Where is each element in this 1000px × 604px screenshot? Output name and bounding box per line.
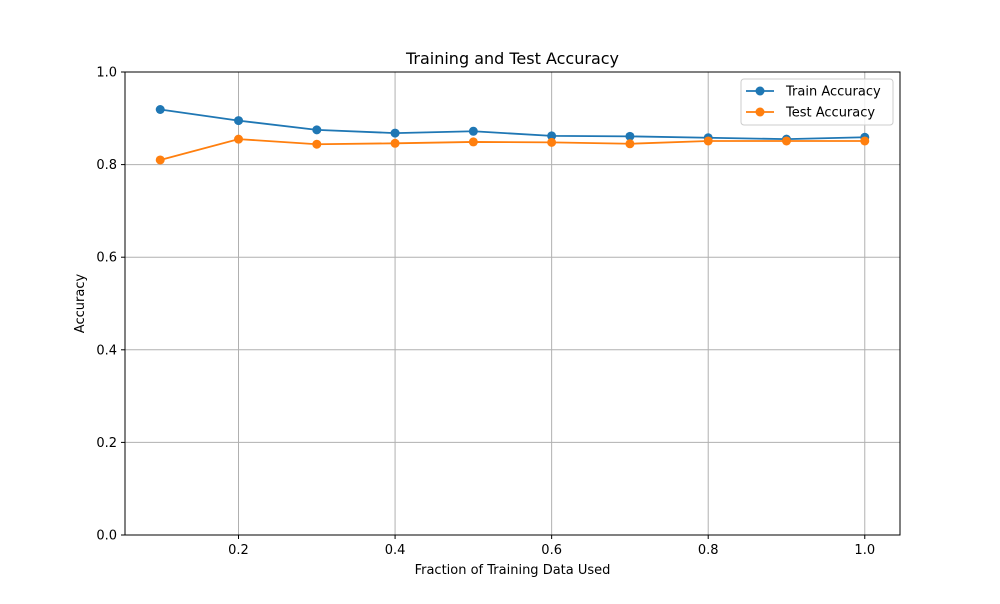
x-tick-label: 0.8 (698, 543, 719, 558)
y-tick-label: 0.2 (96, 436, 117, 451)
test-accuracy-point (781, 136, 791, 146)
ticks: 0.2 0.4 0.6 0.8 1.0 0.0 0.2 0.4 0.6 0.8 1.0 (96, 66, 875, 559)
train-accuracy-point (312, 125, 322, 135)
test-accuracy-point (547, 137, 557, 147)
legend-train-accuracy-label: Train Accuracy (785, 85, 881, 100)
plot-frame (124, 71, 901, 536)
y-tick-label: 1.0 (96, 66, 117, 81)
y-axis-label: Accuracy (73, 274, 88, 334)
x-tick-label: 0.6 (541, 543, 562, 558)
train-accuracy-point (468, 126, 478, 136)
test-accuracy-point (468, 137, 478, 147)
train-accuracy-point (155, 105, 165, 115)
y-tick-label: 0.8 (96, 158, 117, 173)
x-tick-label: 0.2 (228, 543, 249, 558)
legend-train-accuracy-marker (755, 86, 765, 96)
x-tick-label: 1.0 (854, 543, 875, 558)
test-accuracy-line (159, 138, 865, 161)
test-accuracy-point (860, 136, 870, 146)
x-tick-label: 0.4 (385, 543, 406, 558)
train-accuracy-point (234, 116, 244, 126)
legend-box (740, 78, 894, 126)
test-accuracy-point (155, 155, 165, 165)
chart-title: Training and Test Accuracy (405, 49, 619, 68)
test-accuracy-point (312, 139, 322, 149)
test-accuracy-point (234, 134, 244, 144)
train-accuracy-line (160, 108, 865, 141)
test-accuracy-point (703, 136, 713, 146)
train-accuracy-point (547, 131, 557, 141)
legend: Train Accuracy Test Accuracy (740, 78, 894, 126)
series-layer (155, 105, 870, 165)
train-accuracy-point (625, 131, 635, 141)
test-accuracy-point (390, 138, 400, 148)
legend-test-accuracy-label: Test Accuracy (785, 106, 875, 121)
y-tick-label: 0.6 (96, 251, 117, 266)
y-tick-label: 0.4 (96, 343, 117, 358)
y-tick-label: 0.0 (96, 529, 117, 544)
test-accuracy-point (625, 139, 635, 149)
legend-test-accuracy-marker (755, 107, 765, 117)
x-axis-label: Fraction of Training Data Used (415, 563, 611, 578)
train-accuracy-point (390, 128, 400, 138)
